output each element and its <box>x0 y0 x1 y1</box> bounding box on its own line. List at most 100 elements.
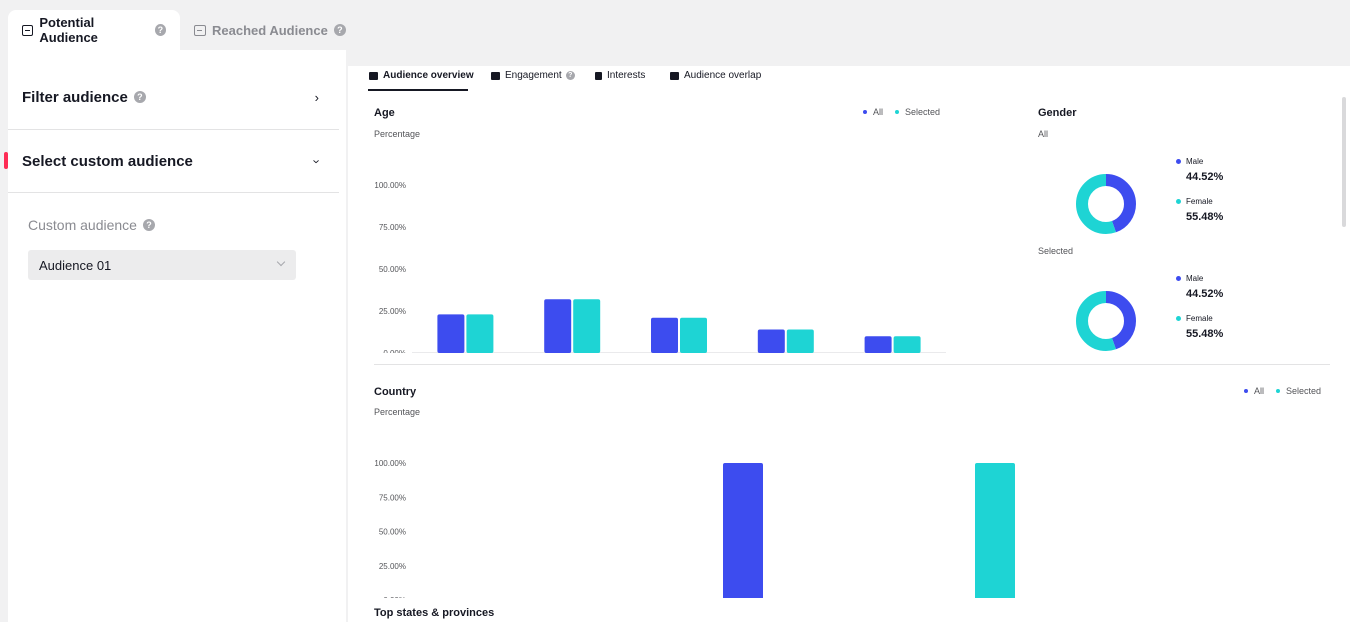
filter-audience-row[interactable]: Filter audience ? › <box>8 80 339 114</box>
legend-all: All <box>873 107 884 117</box>
male-pct: 44.52% <box>1186 171 1224 183</box>
gender-donuts <box>1076 174 1136 351</box>
age-bar-chart: 0.00%25.00%50.00%75.00%100.00%18-2425-34… <box>374 181 946 353</box>
tab-label: Audience overlap <box>684 70 762 81</box>
female-label: Female <box>1186 197 1213 206</box>
users-icon <box>670 71 679 80</box>
select-custom-audience-row[interactable]: Select custom audience › <box>8 144 339 178</box>
y-tick-label: 50.00% <box>379 528 406 537</box>
male-label: Male <box>1186 274 1204 283</box>
tab-label: Potential Audience <box>39 15 98 45</box>
active-marker <box>4 152 8 169</box>
y-tick-label: 75.00% <box>379 493 406 502</box>
chevron-down-icon <box>276 257 286 267</box>
y-tick-label: 75.00% <box>379 223 406 232</box>
bar-all <box>437 314 465 353</box>
tab-potential-audience[interactable]: Potential Audience ? <box>8 10 180 50</box>
legend-dot-all <box>863 110 867 114</box>
help-icon[interactable]: ? <box>154 24 167 36</box>
country-legend: All Selected <box>1244 386 1321 396</box>
legend-selected: Selected <box>1286 386 1322 396</box>
tab-label: Reached Audience <box>212 22 328 38</box>
donut-slice-female <box>1076 291 1136 351</box>
bar-selected <box>466 314 494 353</box>
donut-slice-female <box>1076 174 1136 234</box>
custom-audience-label: Custom audience ? <box>28 217 155 233</box>
female-dot <box>1176 199 1181 204</box>
bar-all <box>651 317 678 353</box>
selected-value: Audience 01 <box>39 257 112 273</box>
y-tick-label: 0.00% <box>383 349 406 353</box>
bar-selected <box>680 317 707 353</box>
y-tick-label: 100.00% <box>374 181 406 190</box>
tab-label: Interests <box>607 70 646 81</box>
tab-engagement[interactable]: Engagement ? <box>491 70 575 81</box>
y-tick-label: 25.00% <box>379 562 406 571</box>
filter-audience-title: Filter audience <box>22 88 128 106</box>
tab-audience-overlap[interactable]: Audience overlap <box>670 70 761 81</box>
y-tick-label: 0.00% <box>383 596 406 598</box>
help-icon[interactable]: ? <box>565 71 575 80</box>
country-title: Country <box>374 386 417 398</box>
help-icon[interactable]: ? <box>133 91 146 103</box>
help-icon[interactable]: ? <box>142 219 155 231</box>
video-icon <box>491 71 500 80</box>
gender-selected-label: Selected <box>1038 246 1074 256</box>
tab-reached-audience[interactable]: Reached Audience ? <box>180 10 360 50</box>
tab-interests[interactable]: Interests <box>595 70 645 81</box>
help-icon[interactable]: ? <box>333 24 346 36</box>
bar-selected <box>573 299 601 353</box>
scrollbar[interactable] <box>1342 97 1346 227</box>
active-tab-underline <box>368 89 468 91</box>
chevron-down-icon: › <box>309 158 325 164</box>
top-states-title: Top states & provinces <box>374 607 495 619</box>
male-dot <box>1176 159 1181 164</box>
folder-icon <box>369 71 378 80</box>
legend-dot-selected <box>895 110 900 114</box>
bar-all <box>723 463 763 598</box>
bar-all <box>757 329 785 353</box>
country-bar-chart: 0.00%25.00%50.00%75.00%100.00%United Sta… <box>374 459 1015 598</box>
divider <box>8 129 339 130</box>
divider <box>8 192 339 193</box>
bar-selected <box>893 336 921 353</box>
bar-all <box>864 336 892 353</box>
bar-all <box>544 299 572 353</box>
y-tick-label: 50.00% <box>379 265 406 274</box>
overview-panel: Audience overview Engagement ? Interests… <box>348 66 1350 622</box>
gender-all-label: All <box>1038 129 1049 139</box>
audience-icon <box>194 24 206 36</box>
age-y-label: Percentage <box>374 129 421 139</box>
legend-selected: Selected <box>905 107 941 117</box>
gender-title: Gender <box>1038 107 1077 119</box>
chevron-right-icon: › <box>314 89 319 105</box>
top-tabs: Potential Audience ? Reached Audience ? <box>0 0 1350 50</box>
audience-icon <box>22 24 34 36</box>
tab-label: Audience overview <box>383 70 474 81</box>
filter-panel: Filter audience ? › Select custom audien… <box>4 50 346 622</box>
select-custom-audience-title: Select custom audience <box>22 152 193 170</box>
gender-selected-legend: Male 44.52% Female 55.48% <box>1176 274 1223 354</box>
age-title: Age <box>374 107 395 119</box>
tab-label: Engagement <box>505 70 562 81</box>
tab-audience-overview[interactable]: Audience overview <box>369 70 474 81</box>
female-label: Female <box>1186 314 1213 323</box>
bar-selected <box>975 463 1015 598</box>
custom-audience-select[interactable]: Audience 01 <box>28 250 296 280</box>
custom-audience-label-text: Custom audience <box>28 217 137 233</box>
age-legend: All Selected <box>863 107 940 117</box>
section-divider <box>374 364 1330 365</box>
male-pct: 44.52% <box>1186 288 1224 300</box>
gender-all-legend: Male 44.52% Female 55.48% <box>1176 157 1223 237</box>
legend-dot-selected <box>1276 389 1281 393</box>
overview-content: Age Percentage All Selected 0.00% 25.00% 5… <box>358 93 1336 622</box>
female-dot <box>1176 316 1181 321</box>
male-dot <box>1176 276 1181 281</box>
sub-tabs: Audience overview Engagement ? Interests… <box>348 66 1350 92</box>
bar-selected <box>786 329 814 353</box>
bookmark-icon <box>595 71 602 80</box>
legend-dot-all <box>1244 389 1248 393</box>
country-y-label: Percentage <box>374 407 421 417</box>
y-tick-label: 100.00% <box>374 459 406 468</box>
legend-all: All <box>1254 386 1265 396</box>
